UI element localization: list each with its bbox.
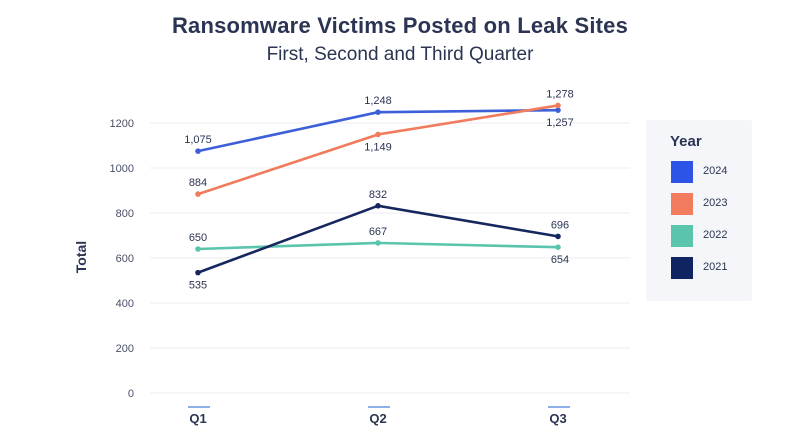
data-point xyxy=(375,203,381,209)
y-tick-label: 0 xyxy=(128,388,134,400)
chart-title: Ransomware Victims Posted on Leak Sites xyxy=(171,13,629,38)
data-label: 667 xyxy=(369,226,387,238)
legend-swatch xyxy=(671,193,693,215)
data-point xyxy=(555,244,561,250)
x-axis-ticks: Q1 Q2 Q3 xyxy=(188,406,570,426)
data-point xyxy=(375,109,381,115)
data-point xyxy=(375,131,381,138)
y-axis-ticks: 0 200 400 600 800 1000 1200 xyxy=(110,118,134,400)
y-tick-label: 200 xyxy=(116,343,134,355)
y-tick-label: 1200 xyxy=(110,118,134,130)
legend xyxy=(646,120,752,301)
legend-title: Year xyxy=(670,133,702,150)
legend-swatch xyxy=(671,257,693,279)
gridlines xyxy=(150,122,630,394)
x-tick-label: Q1 xyxy=(189,411,206,426)
data-label: 1,257 xyxy=(546,117,574,129)
chart-subtitle: First, Second and Third Quarter xyxy=(266,44,534,65)
legend-swatch xyxy=(671,161,693,183)
series-lines xyxy=(195,102,561,276)
data-label: 1,248 xyxy=(364,95,392,107)
data-label: 650 xyxy=(189,232,207,244)
data-point xyxy=(195,148,201,154)
data-point xyxy=(555,233,561,240)
y-tick-label: 1000 xyxy=(110,163,134,175)
y-tick-label: 600 xyxy=(116,253,134,265)
y-tick-label: 800 xyxy=(116,208,134,220)
legend-swatch xyxy=(671,225,693,247)
data-label: 884 xyxy=(189,177,207,189)
legend-label: 2022 xyxy=(703,229,728,241)
data-point xyxy=(555,102,561,109)
x-tick-label: Q3 xyxy=(549,411,566,426)
data-label: 654 xyxy=(551,254,569,266)
series-line-2021 xyxy=(197,204,559,274)
legend-label: 2024 xyxy=(703,165,728,177)
data-point xyxy=(555,107,561,113)
data-point xyxy=(195,246,201,252)
data-label: 696 xyxy=(551,219,569,231)
data-point xyxy=(375,240,381,246)
y-axis-label: Total xyxy=(73,241,89,273)
data-labels: 1,075 1,248 1,257 884 1,149 1,278 650 667 654 535… xyxy=(184,88,574,291)
legend-label: 2023 xyxy=(703,197,728,209)
legend-label: 2021 xyxy=(703,261,728,273)
data-point xyxy=(195,269,201,276)
data-label: 1,149 xyxy=(364,141,392,153)
data-label: 535 xyxy=(189,280,207,292)
x-tick-label: Q2 xyxy=(369,411,386,426)
data-label: 1,278 xyxy=(546,88,574,100)
y-tick-label: 400 xyxy=(116,298,134,310)
data-point xyxy=(195,191,201,197)
data-label: 1,075 xyxy=(184,134,212,146)
data-label: 832 xyxy=(369,189,387,201)
